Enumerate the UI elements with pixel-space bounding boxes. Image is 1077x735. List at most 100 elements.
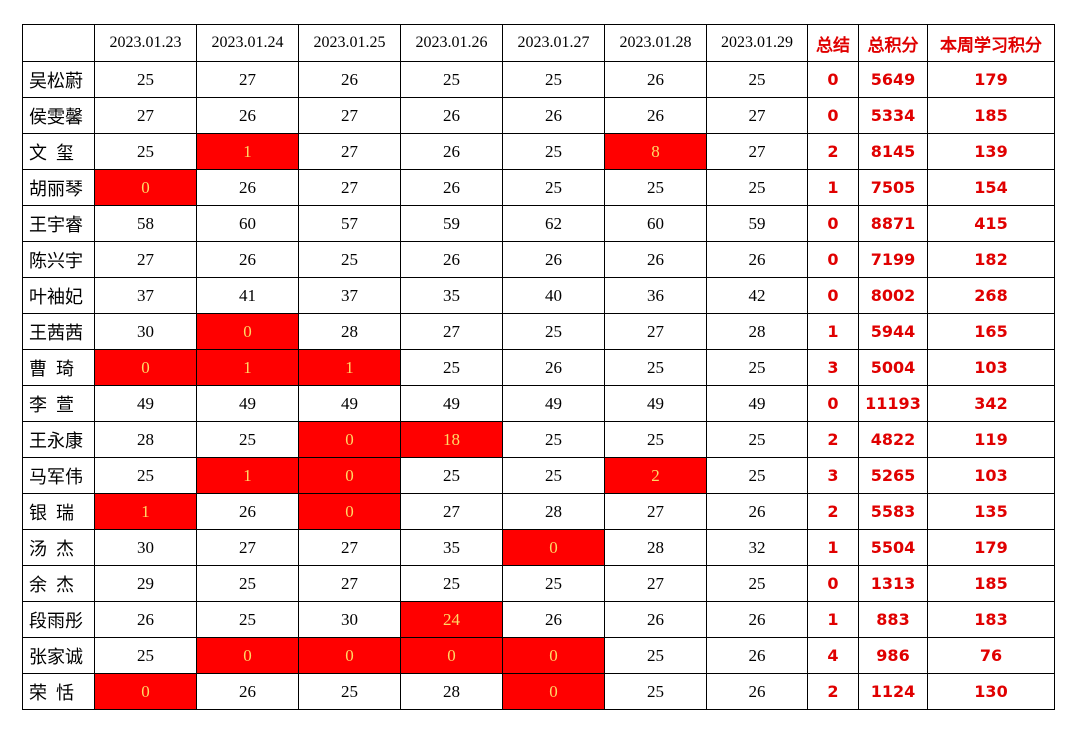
score-cell: 0	[298, 637, 401, 674]
summary-cell: 0	[807, 61, 859, 98]
score-cell: 27	[706, 97, 808, 134]
score-cell: 59	[400, 205, 503, 242]
summary-cell: 2	[807, 421, 859, 458]
score-cell: 26	[196, 169, 299, 206]
score-cell: 60	[196, 205, 299, 242]
header-cell: 2023.01.26	[400, 24, 503, 62]
score-cell: 36	[604, 277, 707, 314]
score-cell: 25	[502, 565, 605, 602]
score-cell: 42	[706, 277, 808, 314]
name-cell: 段雨彤	[22, 601, 95, 638]
score-cell: 59	[706, 205, 808, 242]
score-cell: 35	[400, 529, 503, 566]
score-cell: 1	[196, 457, 299, 494]
score-cell: 29	[94, 565, 197, 602]
score-cell: 28	[94, 421, 197, 458]
score-cell: 26	[400, 133, 503, 170]
score-cell: 25	[502, 421, 605, 458]
score-cell: 0	[502, 637, 605, 674]
name-cell: 王永康	[22, 421, 95, 458]
score-cell: 27	[298, 133, 401, 170]
score-cell: 49	[502, 385, 605, 422]
weekly-cell: 130	[927, 673, 1055, 710]
summary-cell: 2	[807, 673, 859, 710]
header-cell: 2023.01.28	[604, 24, 707, 62]
weekly-cell: 165	[927, 313, 1055, 350]
score-cell: 27	[400, 313, 503, 350]
data-row: 叶袖妃 37 41 37 35 40 36 42 0 8002 268	[22, 277, 1055, 314]
header-cell: 2023.01.29	[706, 24, 808, 62]
score-cell: 0	[298, 421, 401, 458]
total-cell: 1313	[858, 565, 928, 602]
score-cell: 27	[196, 529, 299, 566]
score-cell: 25	[94, 133, 197, 170]
name-cell: 陈兴宇	[22, 241, 95, 278]
total-cell: 7199	[858, 241, 928, 278]
score-cell: 1	[196, 349, 299, 386]
score-cell: 58	[94, 205, 197, 242]
score-cell: 30	[298, 601, 401, 638]
score-cell: 26	[604, 241, 707, 278]
score-cell: 26	[502, 601, 605, 638]
score-cell: 0	[298, 457, 401, 494]
summary-cell: 0	[807, 277, 859, 314]
score-cell: 25	[400, 349, 503, 386]
score-cell: 26	[706, 601, 808, 638]
weekly-cell: 268	[927, 277, 1055, 314]
weekly-cell: 183	[927, 601, 1055, 638]
score-cell: 49	[298, 385, 401, 422]
weekly-cell: 185	[927, 97, 1055, 134]
score-cell: 1	[298, 349, 401, 386]
name-cell: 吴松蔚	[22, 61, 95, 98]
score-cell: 1	[196, 133, 299, 170]
summary-cell: 0	[807, 205, 859, 242]
score-cell: 26	[94, 601, 197, 638]
total-cell: 8145	[858, 133, 928, 170]
score-cell: 25	[706, 169, 808, 206]
score-cell: 37	[298, 277, 401, 314]
header-cell: 总结	[807, 24, 859, 62]
score-cell: 25	[502, 61, 605, 98]
score-cell: 26	[706, 241, 808, 278]
total-cell: 5334	[858, 97, 928, 134]
score-cell: 49	[604, 385, 707, 422]
score-cell: 28	[604, 529, 707, 566]
score-cell: 32	[706, 529, 808, 566]
score-cell: 0	[502, 673, 605, 710]
total-cell: 5944	[858, 313, 928, 350]
score-cell: 26	[502, 349, 605, 386]
score-cell: 0	[502, 529, 605, 566]
score-cell: 41	[196, 277, 299, 314]
score-cell: 37	[94, 277, 197, 314]
data-row: 汤 杰 30 27 27 35 0 28 32 1 5504 179	[22, 529, 1055, 566]
score-cell: 0	[196, 637, 299, 674]
name-cell: 余 杰	[22, 565, 95, 602]
score-cell: 0	[298, 493, 401, 530]
score-cell: 26	[196, 673, 299, 710]
summary-cell: 4	[807, 637, 859, 674]
score-cell: 25	[196, 565, 299, 602]
name-cell: 王茜茜	[22, 313, 95, 350]
data-row: 王宇睿 58 60 57 59 62 60 59 0 8871 415	[22, 205, 1055, 242]
score-cell: 62	[502, 205, 605, 242]
score-cell: 26	[196, 241, 299, 278]
weekly-cell: 119	[927, 421, 1055, 458]
weekly-cell: 342	[927, 385, 1055, 422]
score-cell: 28	[706, 313, 808, 350]
score-cell: 0	[94, 673, 197, 710]
score-cell: 25	[706, 421, 808, 458]
weekly-cell: 103	[927, 349, 1055, 386]
score-cell: 26	[400, 97, 503, 134]
summary-cell: 0	[807, 241, 859, 278]
data-row: 银 瑞 1 26 0 27 28 27 26 2 5583 135	[22, 493, 1055, 530]
header-cell: 本周学习积分	[927, 24, 1055, 62]
data-row: 胡丽琴 0 26 27 26 25 25 25 1 7505 154	[22, 169, 1055, 206]
total-cell: 8871	[858, 205, 928, 242]
score-cell: 25	[94, 637, 197, 674]
name-cell: 马军伟	[22, 457, 95, 494]
score-cell: 0	[94, 169, 197, 206]
score-cell: 25	[400, 457, 503, 494]
score-cell: 26	[298, 61, 401, 98]
score-cell: 25	[604, 673, 707, 710]
